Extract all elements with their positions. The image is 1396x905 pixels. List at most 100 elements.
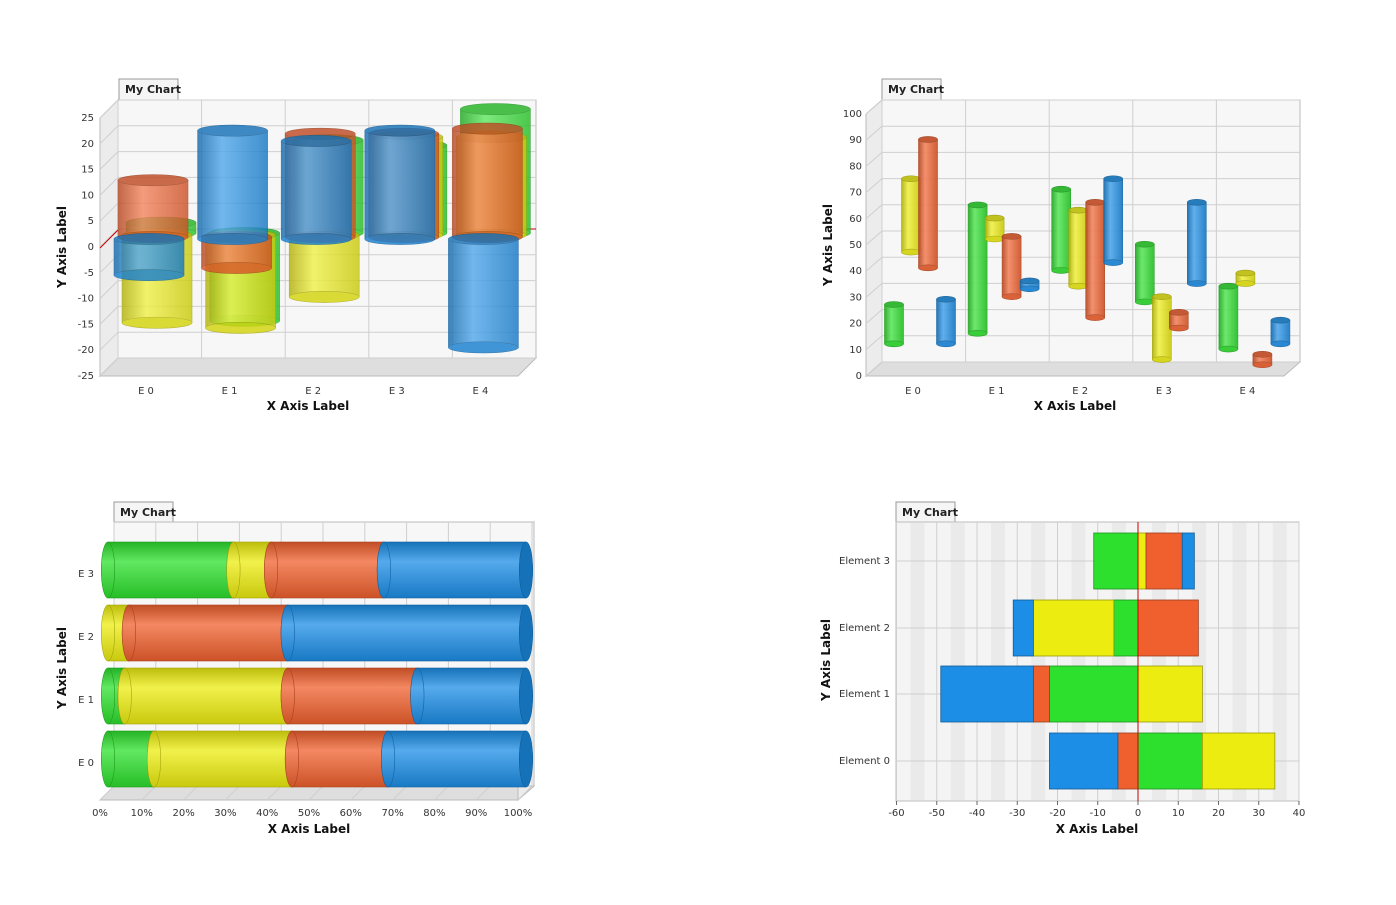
chart-2-cylinder-blue-E1 — [1019, 277, 1040, 293]
chart-1-y-tick-label: -15 — [78, 319, 94, 330]
chart-1-cylinder-blue-E1 — [197, 124, 268, 245]
chart-2-y-tick-label: 100 — [843, 109, 862, 120]
chart-2-cylinder-yellow-E3 — [1152, 293, 1172, 363]
chart-3-plot-area: E 0 E 1 E 2 E 3 0% 10% 20% 30% 40% 50% 60% 70% 80% 9… — [78, 520, 536, 819]
chart-1-x-tick-label: E 0 — [138, 386, 154, 397]
chart-3-x-tick-label: 70% — [381, 808, 403, 819]
chart-3-x-tick-label: 30% — [214, 808, 236, 819]
chart-2-cylinder-yellow-E2 — [1068, 206, 1088, 290]
chart-4-x-tick-label: 0 — [1135, 808, 1141, 819]
chart-4-bar-yellow-element-2 — [1032, 599, 1115, 657]
chart-3-x-ticks: 0% 10% 20% 30% 40% 50% 60% 70% 80% 90% 100% — [92, 808, 532, 819]
chart-4-tab[interactable]: My Chart — [895, 501, 958, 524]
chart-3-x-tick-label: 100% — [504, 808, 533, 819]
chart-3-cylinders — [100, 541, 534, 788]
chart-4-bar-yellow-element-3 — [1137, 532, 1147, 590]
chart-3-cylinder-orange-E2 — [121, 604, 295, 662]
chart-4-x-ticks: -60 -50 -40 -30 -20 -10 0 10 20 30 40 — [888, 808, 1305, 819]
chart-4-band — [991, 523, 1005, 800]
chart-2-y-axis-title: Y Axis Label — [821, 204, 835, 287]
chart-1-cylinder-orange-E4 — [452, 122, 523, 243]
chart-2-tab[interactable]: My Chart — [881, 78, 944, 101]
chart-1-cylinder-orange-E0 — [117, 174, 189, 243]
chart-2-y-tick-label: 30 — [849, 292, 862, 303]
chart-2-tab-title: My Chart — [888, 83, 944, 96]
chart-4-x-tick-label: 20 — [1212, 808, 1225, 819]
chart-1-y-tick-label: -5 — [84, 268, 94, 279]
chart-4-bar-blue-element-1 — [940, 665, 1034, 723]
chart-4-band — [950, 523, 965, 800]
chart-4-y-tick-label: Element 3 — [839, 556, 890, 567]
chart-4-band — [1272, 523, 1287, 800]
chart-3-x-axis-title: X Axis Label — [268, 822, 350, 836]
chart-2-cylinder-yellow-E0 — [901, 175, 921, 256]
chart-3: My Chart E 0 E 1 E 2 E 3 0% 10% 20% 30% 40% 50% 6… — [55, 501, 536, 836]
chart-2-y-tick-label: 50 — [849, 240, 862, 251]
chart-4-x-axis-title: X Axis Label — [1056, 822, 1138, 836]
chart-2-cylinder-orange-E4 — [1252, 350, 1273, 369]
chart-2-cylinder-green-E3 — [1135, 240, 1155, 306]
chart-1-y-tick-label: -10 — [78, 294, 94, 305]
chart-4-y-tick-label: Element 2 — [839, 623, 890, 634]
chart-2-y-tick-label: 40 — [849, 266, 862, 277]
chart-4-bar-yellow-element-0 — [1202, 732, 1276, 790]
chart-1-tab[interactable]: My Chart — [118, 78, 181, 101]
chart-2-cylinder-green-E1 — [967, 201, 988, 337]
chart-4-bar-orange-element-1 — [1032, 665, 1050, 723]
chart-3-cylinder-blue-E0 — [381, 730, 534, 788]
chart-2-x-tick-label: E 2 — [1072, 386, 1088, 397]
chart-4-band — [1152, 523, 1166, 800]
chart-3-cylinder-blue-E1 — [410, 667, 534, 725]
chart-4-bar-blue-element-2 — [1012, 599, 1034, 657]
chart-4-band — [1031, 523, 1046, 800]
chart-2-cylinder-yellow-E4 — [1235, 269, 1256, 287]
chart-4-bar-orange-element-3 — [1145, 532, 1183, 590]
chart-2-cylinder-blue-E4 — [1270, 316, 1291, 348]
chart-2-cylinder-green-E4 — [1218, 282, 1239, 353]
chart-4-y-tick-label: Element 1 — [839, 689, 890, 700]
chart-1-x-ticks: E 0 E 1 E 2 E 3 E 4 — [138, 386, 488, 397]
chart-2-y-tick-label: 70 — [849, 188, 862, 199]
chart-3-y-tick-label: E 3 — [78, 569, 94, 580]
chart-3-x-tick-label: 10% — [131, 808, 153, 819]
chart-2-x-tick-label: E 3 — [1156, 386, 1172, 397]
chart-4-x-tick-label: -10 — [1090, 808, 1106, 819]
chart-3-cylinder-orange-E1 — [280, 667, 425, 725]
chart-3-cylinder-yellow-E1 — [117, 667, 295, 725]
chart-4-bar-orange-element-2 — [1137, 599, 1199, 657]
chart-3-cylinder-green-E3 — [100, 541, 241, 599]
chart-2-y-tick-label: 20 — [849, 319, 862, 330]
chart-2-cylinder-orange-E2 — [1085, 199, 1105, 321]
chart-3-cylinder-orange-E3 — [263, 541, 391, 599]
chart-1-y-tick-label: 0 — [88, 242, 94, 253]
chart-3-x-tick-label: 0% — [92, 808, 108, 819]
chart-4-y-ticks: Element 0 Element 1 Element 2 Element 3 — [839, 556, 890, 767]
chart-4-bar-blue-element-3 — [1181, 532, 1195, 590]
chart-1-y-tick-label: 5 — [88, 216, 94, 227]
chart-1-cylinder-blue-E3 — [364, 124, 436, 245]
chart-1-cylinder-blue-E0 — [113, 233, 185, 282]
chart-4-gridlines — [896, 522, 1300, 805]
chart-1-cylinder-blue-E4 — [448, 233, 519, 354]
chart-2-x-axis-title: X Axis Label — [1034, 399, 1116, 413]
chart-2-y-tick-label: 80 — [849, 161, 862, 172]
chart-1-x-tick-label: E 4 — [472, 386, 488, 397]
chart-3-x-tick-label: 20% — [172, 808, 194, 819]
chart-4-tab-title: My Chart — [902, 506, 958, 519]
chart-1-x-tick-label: E 3 — [389, 386, 405, 397]
chart-2-cylinder-blue-E0 — [936, 295, 956, 348]
chart-4-plot-area: Element 0 Element 1 Element 2 Element 3 -60… — [839, 521, 1305, 819]
chart-3-x-tick-label: 50% — [298, 808, 320, 819]
chart-2-y-tick-label: 90 — [849, 135, 862, 146]
chart-4-x-tick-label: -40 — [969, 808, 985, 819]
chart-4-x-tick-label: 10 — [1172, 808, 1185, 819]
chart-2-cylinder-green-E0 — [884, 301, 904, 348]
chart-1-y-tick-label: 20 — [81, 139, 94, 150]
chart-3-y-ticks: E 0 E 1 E 2 E 3 — [78, 569, 94, 769]
chart-3-tab[interactable]: My Chart — [113, 501, 176, 524]
chart-1-cylinder-blue-E2 — [280, 135, 352, 245]
chart-4-y-axis-title: Y Axis Label — [819, 619, 833, 702]
